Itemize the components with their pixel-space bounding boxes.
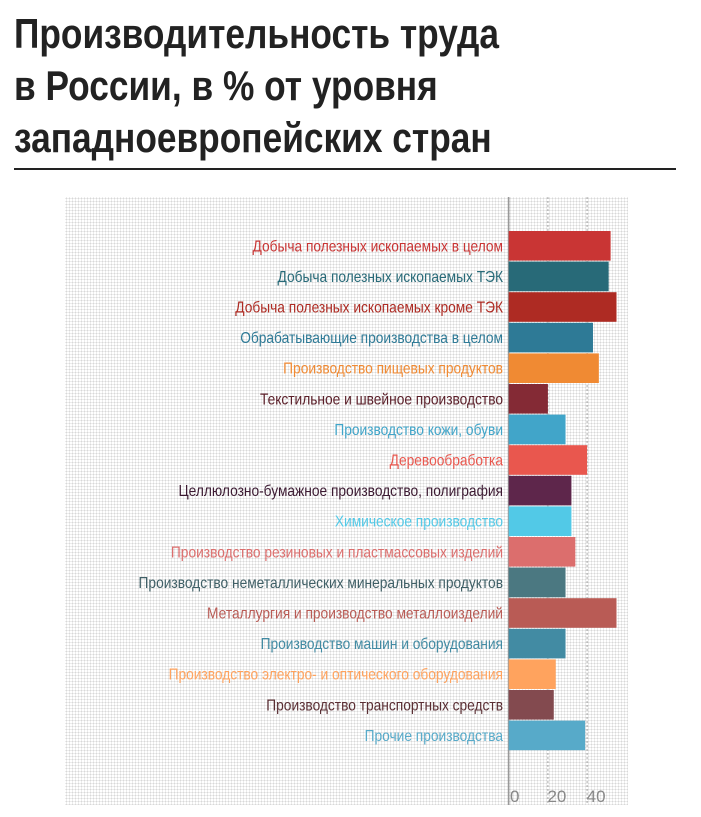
bar bbox=[508, 720, 586, 751]
bar bbox=[508, 384, 548, 414]
bar bbox=[508, 690, 554, 720]
category-label: Производство резиновых и пластмассовых и… bbox=[171, 543, 503, 561]
bar bbox=[508, 628, 566, 659]
x-tick-label: 40 bbox=[587, 787, 606, 806]
bar bbox=[508, 659, 556, 689]
bar bbox=[508, 598, 617, 628]
x-tick-label: 20 bbox=[547, 787, 566, 806]
category-label: Металлургия и производство металлоиздели… bbox=[207, 605, 503, 623]
category-label: Прочие производства bbox=[365, 727, 504, 745]
category-label: Добыча полезных ископаемых кроме ТЭК bbox=[235, 299, 503, 317]
bar bbox=[508, 353, 599, 383]
bar bbox=[508, 322, 593, 353]
x-tick-label: 0 bbox=[510, 787, 519, 806]
category-label: Химическое производство bbox=[335, 513, 503, 531]
bar bbox=[508, 475, 572, 506]
title-line-3: западноевропейских стран bbox=[14, 114, 492, 161]
category-label: Производство неметаллических минеральных… bbox=[139, 574, 504, 592]
category-label: Производство кожи, обуви bbox=[334, 421, 503, 439]
bar bbox=[508, 506, 572, 536]
bar bbox=[508, 292, 617, 322]
bar bbox=[508, 567, 566, 598]
bar bbox=[508, 537, 576, 567]
category-label: Текстильное и швейное производство bbox=[260, 390, 503, 408]
bar bbox=[508, 231, 611, 261]
category-label: Обрабатывающие производства в целом bbox=[240, 329, 503, 347]
category-label: Производство транспортных средств bbox=[266, 696, 503, 714]
category-label: Целлюлозно-бумажное производство, полигр… bbox=[178, 482, 503, 500]
bar bbox=[508, 445, 588, 475]
category-label: Производство машин и оборудования bbox=[261, 635, 503, 653]
category-label: Производство электро- и оптического обор… bbox=[169, 666, 503, 684]
category-label: Добыча полезных ископаемых ТЭК bbox=[277, 268, 503, 286]
category-label: Производство пищевых продуктов bbox=[283, 360, 503, 378]
category-label: Добыча полезных ископаемых в целом bbox=[252, 237, 503, 255]
title-line-2: в России, в % от уровня bbox=[14, 62, 438, 109]
bar bbox=[508, 261, 609, 292]
chart-title: Производительность труда в России, в % о… bbox=[14, 8, 676, 170]
bar bbox=[508, 414, 566, 445]
title-line-1: Производительность труда bbox=[14, 10, 499, 57]
category-label: Деревообработка bbox=[390, 452, 504, 470]
